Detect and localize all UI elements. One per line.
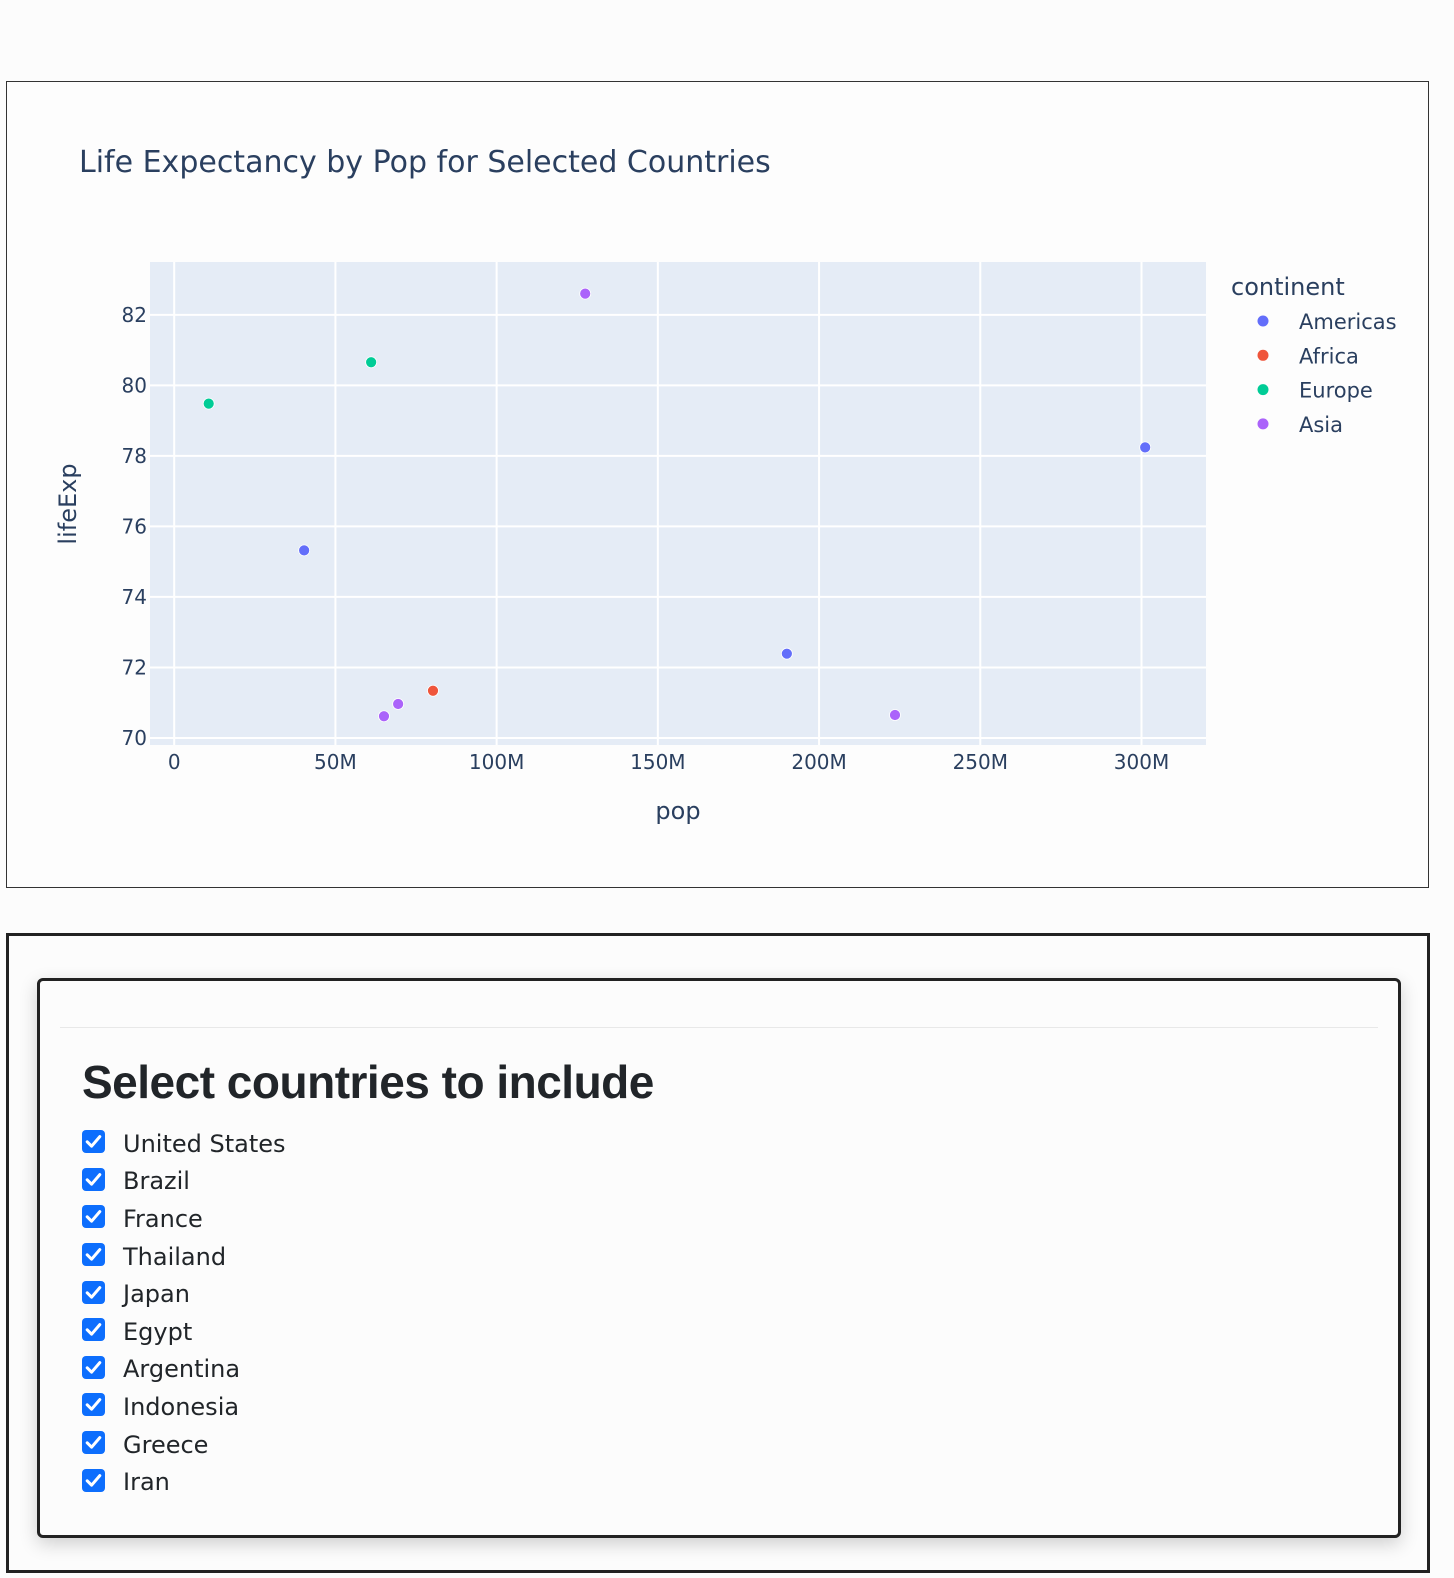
- card-divider: [60, 1027, 1378, 1028]
- check-icon: [85, 1398, 102, 1412]
- country-label: Indonesia: [123, 1392, 240, 1421]
- y-tick-label: 82: [122, 303, 147, 327]
- legend-title: continent: [1231, 273, 1345, 301]
- data-point[interactable]: [202, 397, 215, 410]
- country-label: France: [123, 1204, 203, 1233]
- x-tick-label: 300M: [1114, 750, 1169, 774]
- country-selector-card: Select countries to include United State…: [37, 978, 1401, 1538]
- country-option[interactable]: Greece: [82, 1426, 286, 1464]
- country-label: Thailand: [123, 1242, 227, 1271]
- check-icon: [85, 1473, 102, 1487]
- y-tick-label: 80: [122, 373, 147, 397]
- y-tick-label: 74: [122, 585, 147, 609]
- country-option[interactable]: France: [82, 1200, 286, 1238]
- country-checkbox[interactable]: [82, 1205, 105, 1229]
- country-option[interactable]: Iran: [82, 1463, 286, 1501]
- data-point[interactable]: [579, 287, 592, 300]
- legend-marker: [1257, 349, 1269, 361]
- country-checkbox[interactable]: [82, 1355, 105, 1379]
- legend-item-label[interactable]: Africa: [1299, 344, 1359, 368]
- legend-item-label[interactable]: Americas: [1299, 310, 1397, 334]
- check-icon: [85, 1436, 102, 1449]
- data-point[interactable]: [378, 710, 390, 723]
- y-tick-label: 76: [122, 514, 147, 538]
- y-axis-title: lifeExp: [54, 463, 82, 544]
- country-checkbox[interactable]: [82, 1243, 105, 1267]
- country-option[interactable]: United States: [82, 1125, 286, 1163]
- country-checkbox[interactable]: [82, 1280, 105, 1304]
- chart-panel: Life Expectancy by Pop for Selected Coun…: [6, 81, 1429, 888]
- country-checkbox[interactable]: [82, 1130, 105, 1154]
- country-label: United States: [123, 1129, 286, 1158]
- country-label: Argentina: [123, 1355, 241, 1384]
- country-checkbox[interactable]: [82, 1167, 105, 1191]
- country-label: Iran: [123, 1468, 170, 1497]
- check-icon: [85, 1285, 102, 1299]
- legend-marker: [1257, 418, 1269, 430]
- legend-item-label[interactable]: Asia: [1299, 413, 1343, 437]
- country-option[interactable]: Argentina: [82, 1351, 286, 1389]
- country-option[interactable]: Brazil: [82, 1163, 286, 1201]
- country-option[interactable]: Indonesia: [82, 1388, 286, 1426]
- x-axis-title: pop: [655, 797, 700, 825]
- x-tick-label: 0: [168, 750, 181, 774]
- x-tick-label: 200M: [791, 750, 846, 774]
- x-tick-label: 250M: [953, 750, 1008, 774]
- data-point[interactable]: [392, 698, 405, 710]
- legend-item-label[interactable]: Europe: [1299, 379, 1373, 403]
- country-label: Japan: [123, 1280, 190, 1309]
- country-selector-heading: Select countries to include: [82, 1056, 654, 1108]
- country-option[interactable]: Thailand: [82, 1238, 286, 1276]
- data-point[interactable]: [365, 356, 378, 369]
- data-point[interactable]: [298, 544, 311, 557]
- legend-marker: [1257, 315, 1269, 327]
- y-tick-label: 70: [122, 726, 147, 750]
- y-tick-label: 78: [122, 444, 147, 468]
- data-point[interactable]: [1139, 441, 1152, 454]
- check-icon: [85, 1248, 102, 1261]
- data-point[interactable]: [427, 684, 439, 697]
- check-icon: [85, 1135, 102, 1148]
- country-label: Brazil: [123, 1167, 190, 1196]
- x-tick-label: 50M: [314, 750, 357, 774]
- country-label: Egypt: [123, 1317, 193, 1346]
- chart-title: Life Expectancy by Pop for Selected Coun…: [79, 145, 771, 180]
- check-icon: [85, 1360, 102, 1374]
- x-tick-label: 150M: [630, 750, 685, 774]
- check-icon: [85, 1210, 102, 1224]
- country-checkbox[interactable]: [82, 1318, 105, 1342]
- plot-background: [150, 262, 1206, 745]
- country-checkbox[interactable]: [82, 1431, 105, 1455]
- country-label: Greece: [123, 1430, 209, 1459]
- data-point[interactable]: [780, 647, 793, 660]
- data-point[interactable]: [889, 709, 901, 721]
- country-option[interactable]: Egypt: [82, 1313, 286, 1351]
- y-tick-label: 72: [122, 655, 147, 679]
- country-option[interactable]: Japan: [82, 1275, 286, 1313]
- country-checkbox[interactable]: [82, 1393, 105, 1417]
- country-checkbox-list: United States Brazil France Thailand Japan Eg…: [82, 1125, 286, 1501]
- x-tick-label: 100M: [469, 750, 524, 774]
- legend-marker: [1257, 384, 1269, 396]
- scatter-chart[interactable]: Life Expectancy by Pop for Selected Coun…: [7, 82, 1428, 887]
- check-icon: [85, 1323, 102, 1336]
- check-icon: [85, 1172, 102, 1186]
- country-selector-panel: Select countries to include United State…: [6, 933, 1430, 1573]
- country-checkbox[interactable]: [82, 1468, 105, 1492]
